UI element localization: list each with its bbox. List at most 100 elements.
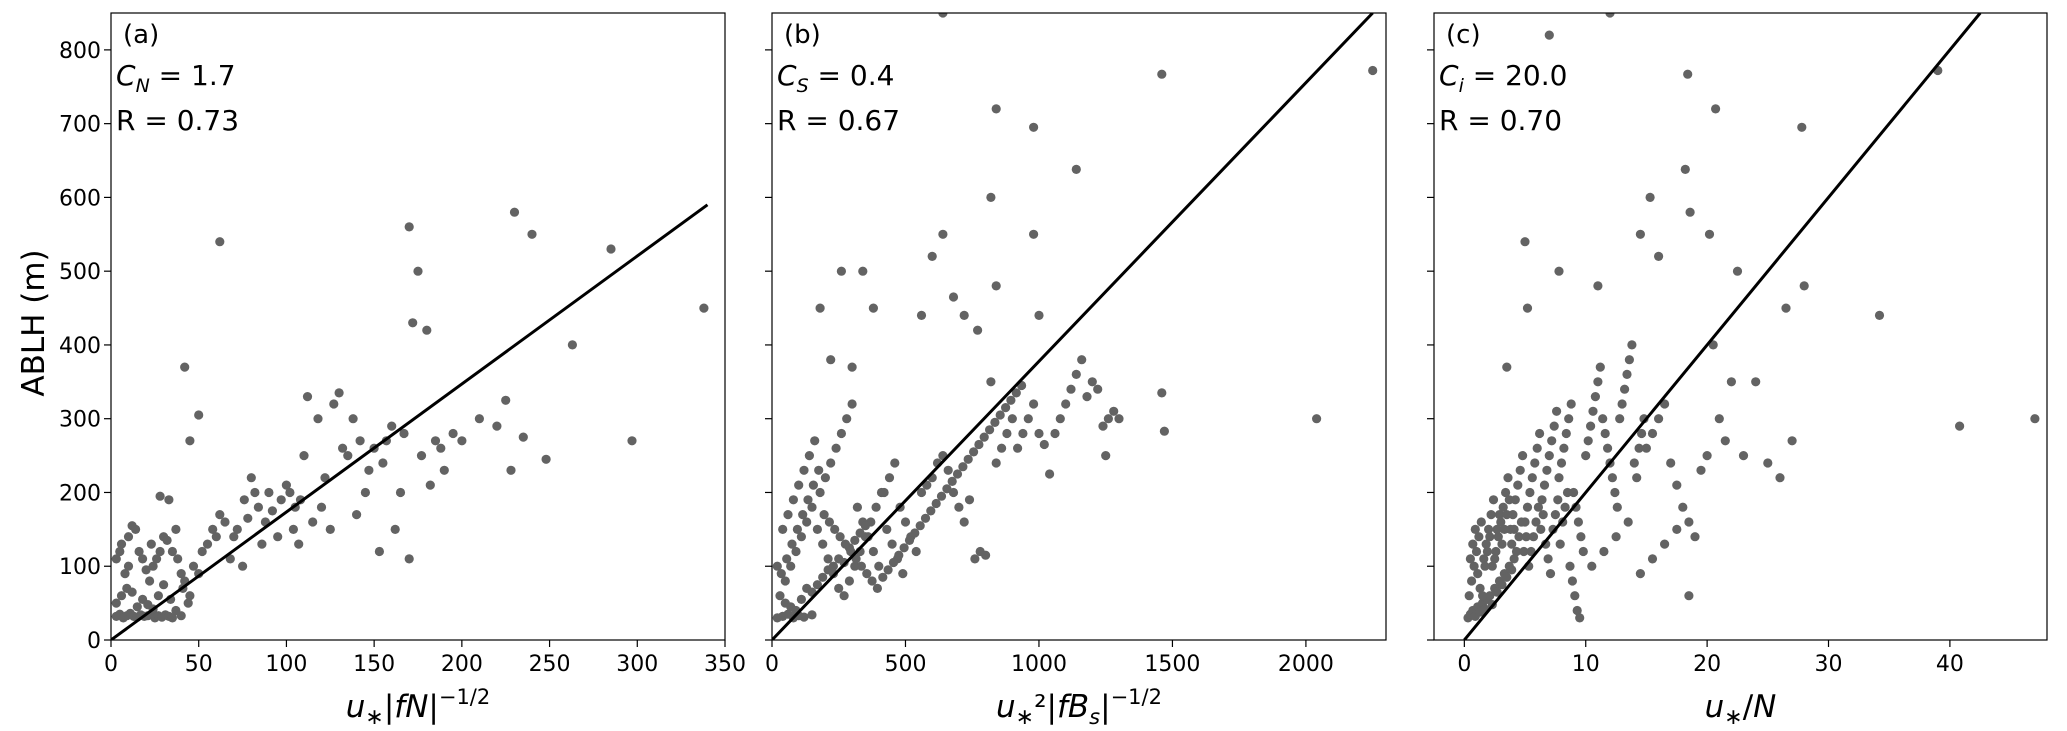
- scatter-point: [132, 602, 142, 612]
- scatter-point: [782, 554, 792, 564]
- scatter-point: [985, 425, 995, 435]
- scatter-point: [1622, 369, 1632, 379]
- scatter-point: [1632, 473, 1642, 483]
- scatter-point: [439, 465, 449, 475]
- scatter-point: [1720, 436, 1730, 446]
- scatter-point: [997, 443, 1007, 453]
- scatter-point: [264, 487, 274, 498]
- scatter-point: [116, 539, 127, 549]
- scatter-point: [834, 583, 844, 594]
- scatter-point: [1690, 532, 1700, 542]
- r-value-label: R = 0.73: [116, 104, 239, 137]
- scatter-point: [883, 565, 893, 575]
- scatter-point: [1704, 229, 1715, 239]
- scatter-point: [153, 591, 163, 601]
- scatter-point: [1564, 414, 1574, 424]
- scatter-point: [1634, 443, 1644, 453]
- scatter-point: [1029, 399, 1039, 409]
- scatter-point: [243, 513, 253, 523]
- scatter-point: [1521, 532, 1531, 542]
- scatter-point: [1077, 355, 1087, 365]
- scatter-point: [239, 495, 249, 505]
- scatter-point: [898, 569, 908, 579]
- scatter-point: [820, 473, 831, 483]
- fit-line: [111, 203, 709, 640]
- scatter-point: [868, 546, 879, 557]
- scatter-point: [232, 524, 242, 535]
- scatter-point: [1034, 428, 1044, 439]
- scatter-point: [991, 281, 1001, 291]
- scatter-point: [208, 524, 218, 535]
- scatter-point: [387, 421, 397, 431]
- scatter-point: [285, 487, 295, 498]
- scatter-point: [1473, 569, 1483, 579]
- scatter-point: [1098, 421, 1108, 431]
- scatter-point: [1535, 428, 1545, 439]
- scatter-point: [815, 487, 825, 498]
- x-tick-label: 10: [1572, 652, 1600, 677]
- scatter-point: [2030, 414, 2040, 424]
- scatter-point: [1502, 509, 1512, 520]
- scatter-point: [699, 303, 709, 313]
- scatter-point: [1711, 104, 1721, 114]
- scatter-point: [1486, 509, 1496, 520]
- scatter-point: [858, 266, 868, 276]
- scatter-point: [810, 436, 820, 446]
- scatter-point: [1066, 384, 1076, 394]
- scatter-point: [1050, 428, 1060, 439]
- scatter-point: [1586, 421, 1596, 431]
- scatter-point: [1516, 517, 1526, 527]
- scatter-point: [1544, 30, 1554, 40]
- scatter-point: [1520, 237, 1530, 247]
- scatter-point: [1082, 392, 1092, 402]
- scatter-point: [281, 480, 291, 490]
- scatter-point: [1157, 69, 1167, 79]
- scatter-point: [1615, 414, 1625, 424]
- scatter-point: [416, 451, 427, 461]
- scatter-point: [916, 310, 927, 320]
- scatter-point: [338, 443, 348, 453]
- scatter-point: [890, 458, 900, 468]
- scatter-point: [225, 554, 235, 564]
- scatter-point: [840, 539, 851, 549]
- scatter-point: [1525, 487, 1535, 498]
- scatter-point: [167, 613, 177, 623]
- scatter-point: [215, 237, 225, 247]
- scatter-point: [830, 524, 840, 535]
- scatter-point: [395, 487, 406, 498]
- scatter-point: [197, 546, 207, 557]
- fit-line: [1463, 13, 1982, 640]
- scatter-point: [1533, 502, 1543, 512]
- scatter-point: [963, 454, 973, 464]
- scatter-point: [1507, 565, 1517, 575]
- scatter-point: [802, 517, 812, 527]
- scatter-point: [148, 561, 158, 571]
- scatter-point: [1775, 473, 1785, 483]
- y-tick-label: 800: [59, 39, 101, 64]
- scatter-point: [457, 436, 467, 446]
- scatter-point: [492, 421, 502, 431]
- scatter-point: [1490, 554, 1500, 564]
- scatter-point: [926, 506, 936, 516]
- scatter-point: [1684, 517, 1694, 527]
- scatter-point: [173, 554, 183, 564]
- scatter-point: [1509, 524, 1519, 535]
- plot-area: [111, 203, 709, 640]
- scatter-point: [1485, 591, 1495, 601]
- y-tick-label: 700: [59, 113, 101, 138]
- scatter-point: [1738, 451, 1749, 461]
- scatter-point: [911, 546, 921, 557]
- scatter-point: [954, 502, 964, 512]
- scatter-point: [1678, 502, 1688, 512]
- scatter-point: [162, 535, 172, 546]
- scatter-point: [171, 524, 181, 535]
- scatter-point: [1573, 517, 1583, 527]
- scatter-point: [1478, 591, 1488, 601]
- scatter-point: [185, 591, 195, 601]
- scatter-point: [288, 524, 298, 535]
- scatter-point: [872, 583, 883, 594]
- scatter-point: [1039, 439, 1049, 450]
- scatter-point: [1603, 443, 1613, 453]
- scatter-point: [313, 414, 323, 424]
- scatter-point: [352, 509, 362, 520]
